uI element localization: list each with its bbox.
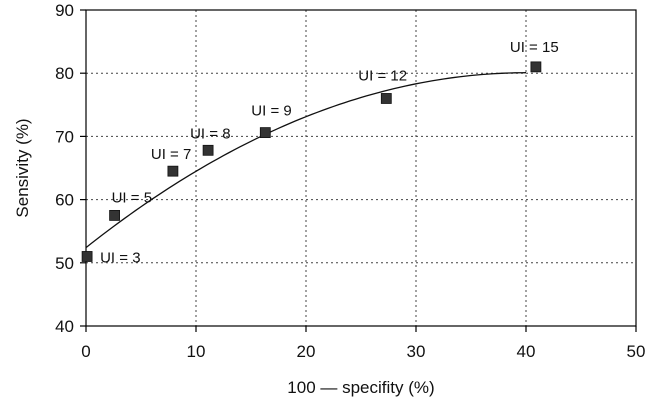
x-tick-label: 10 xyxy=(187,342,206,361)
axis-ticks xyxy=(80,9,637,332)
point-label: UI = 7 xyxy=(151,146,191,163)
grid-lines xyxy=(86,10,636,326)
point-label: UI = 5 xyxy=(112,189,152,206)
data-point-marker xyxy=(259,127,271,139)
data-point-marker xyxy=(380,93,392,104)
data-point-marker xyxy=(530,61,542,73)
x-tick-label: 30 xyxy=(407,342,426,361)
x-tick-label: 0 xyxy=(81,342,90,361)
x-tick-label: 50 xyxy=(627,342,646,361)
y-tick-label: 50 xyxy=(55,254,74,273)
data-point-marker xyxy=(109,209,120,221)
point-label: UI = 8 xyxy=(190,125,230,142)
y-tick-labels: 40 50 60 70 80 90 xyxy=(55,1,74,336)
x-tick-label: 20 xyxy=(297,342,316,361)
data-point-marker xyxy=(202,144,214,156)
y-tick-label: 40 xyxy=(55,317,74,336)
point-label: UI = 12 xyxy=(358,67,407,84)
data-point-marker xyxy=(81,251,93,262)
trend-curve xyxy=(85,72,527,249)
point-labels: UI = 3 UI = 5 UI = 7 UI = 8 UI = 9 UI = 12 UI … xyxy=(100,39,559,267)
point-label: UI = 9 xyxy=(251,103,291,120)
plot-area-frame xyxy=(85,9,637,327)
x-tick-label: 40 xyxy=(517,342,536,361)
data-point-marker xyxy=(167,165,179,177)
y-tick-label: 80 xyxy=(55,64,74,83)
y-tick-label: 90 xyxy=(55,1,74,20)
point-label: UI = 15 xyxy=(510,39,559,56)
x-axis-title: 100 — specifity (%) xyxy=(287,378,434,397)
data-points xyxy=(81,61,542,262)
y-tick-label: 70 xyxy=(55,127,74,146)
y-tick-label: 60 xyxy=(55,191,74,210)
point-label: UI = 3 xyxy=(100,249,140,266)
x-tick-labels: 0 10 20 30 40 50 xyxy=(81,342,645,361)
y-axis-title: Sensivity (%) xyxy=(13,118,32,217)
